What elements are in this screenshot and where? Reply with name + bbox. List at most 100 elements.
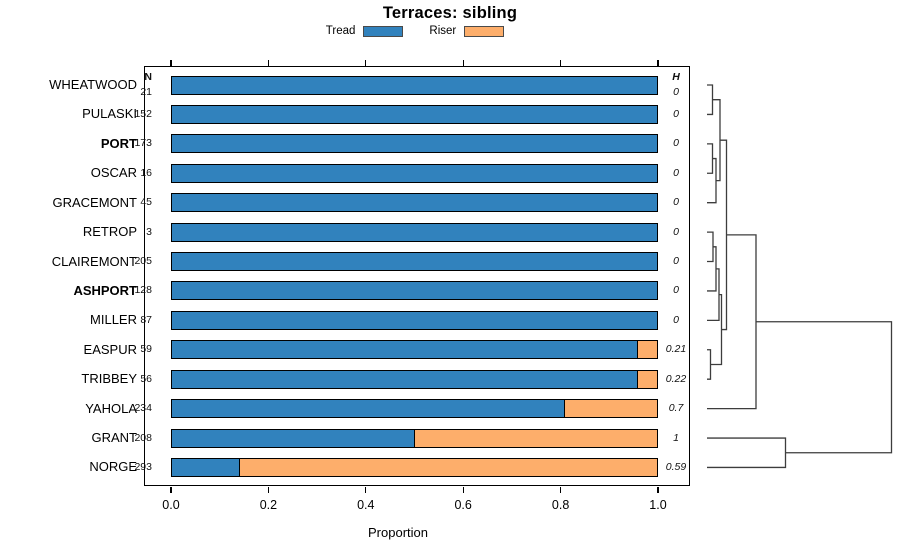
dendrogram-branch (710, 293, 723, 366)
bar-row (171, 369, 658, 389)
bar-row (171, 104, 658, 124)
site-label: EASPUR (83, 341, 137, 357)
h-value: 0.59 (665, 460, 687, 473)
dendrogram-branch (707, 234, 757, 410)
n-value: 56 (140, 372, 152, 385)
x-tick-label: 0.2 (259, 498, 278, 512)
dendrogram-branch (756, 321, 893, 454)
plot-frame (144, 66, 690, 486)
n-value: 128 (134, 284, 152, 297)
legend-item-riser: Riser (429, 25, 505, 37)
bar-row (171, 134, 658, 154)
bar-row (171, 222, 658, 242)
h-value: 0.21 (665, 343, 687, 356)
n-value: 21 (140, 85, 152, 98)
x-tick-label: 0.0 (162, 498, 180, 512)
site-label: ASHPORT (73, 282, 137, 298)
bar-segment-tread (172, 164, 657, 182)
x-tick-top (170, 59, 172, 66)
site-label: GRANT (91, 430, 138, 446)
h-value: 0 (673, 225, 679, 238)
x-tick-label: 1.0 (649, 498, 667, 512)
n-value: 3 (146, 225, 152, 238)
n-column-header: N (144, 71, 152, 83)
bar-segment-tread (172, 135, 657, 153)
site-label: OSCAR (90, 165, 137, 181)
bar-segment-tread (172, 370, 638, 388)
x-tick-bottom (462, 486, 464, 493)
bar-row (171, 252, 658, 272)
legend-label-tread: Tread (325, 25, 356, 37)
n-value: 152 (134, 107, 152, 120)
bar-row (171, 193, 658, 213)
h-value: 0 (673, 255, 679, 268)
dendrogram-branch (720, 139, 728, 331)
legend-label-riser: Riser (429, 25, 457, 37)
x-tick-bottom (559, 486, 562, 493)
x-tick-top (462, 59, 464, 66)
bar-segment-tread (172, 341, 638, 359)
bar-segment-tread (172, 105, 657, 123)
dendrogram-branch (707, 231, 714, 263)
dendrogram-branch (707, 143, 714, 174)
site-label: PORT (100, 135, 137, 151)
site-label: CLAIREMONT (51, 253, 137, 269)
n-value: 293 (134, 460, 152, 473)
site-label: PULASKI (82, 106, 137, 122)
legend-item-tread: Tread (326, 25, 404, 37)
n-value: 234 (134, 402, 152, 415)
x-tick-bottom (657, 486, 659, 493)
bar-segment-tread (172, 282, 657, 300)
legend: Tread Riser (240, 25, 590, 37)
x-tick-label: 0.6 (454, 498, 472, 512)
bar-segment-tread (172, 253, 657, 271)
h-column-header: H (672, 71, 680, 83)
h-value: 0.22 (665, 372, 687, 385)
site-label: WHEATWOOD (49, 77, 137, 92)
h-value: 0.7 (668, 402, 684, 415)
bar-row (171, 310, 658, 330)
x-tick-bottom (365, 486, 367, 493)
dendrogram-branch (707, 268, 720, 322)
n-value: 16 (140, 166, 152, 179)
chart-title: Terraces: sibling (382, 4, 518, 22)
h-value: 0 (673, 85, 679, 98)
x-tick-bottom (170, 486, 172, 493)
h-value: 0 (673, 196, 679, 209)
dendrogram-branch (712, 99, 721, 182)
dendrogram-branch (707, 84, 714, 116)
x-tick-label: 0.8 (551, 498, 570, 512)
bar-row (171, 281, 658, 301)
site-label: RETROP (82, 224, 137, 240)
bar-segment-tread (172, 458, 240, 476)
bar-row (171, 163, 658, 183)
bar-row (171, 340, 658, 360)
n-value: 59 (140, 343, 152, 356)
site-label: TRIBBEY (81, 371, 137, 387)
x-tick-top (657, 59, 659, 66)
bar-row (171, 75, 658, 95)
dendrogram-branch (707, 157, 717, 204)
n-value: 87 (140, 313, 152, 326)
dendrogram-branch (707, 246, 717, 292)
x-tick-bottom (267, 486, 270, 493)
dendrogram-branch (707, 349, 712, 380)
dendrogram-branch (707, 437, 787, 469)
h-value: 0 (673, 166, 679, 179)
h-value: 1 (673, 431, 679, 444)
bar-segment-tread (172, 76, 657, 94)
h-value: 0 (673, 137, 679, 150)
h-value: 0 (673, 284, 679, 297)
site-label: MILLER (90, 312, 137, 328)
x-tick-top (267, 59, 270, 66)
legend-swatch-riser (464, 25, 505, 37)
site-label: NORGE (89, 459, 137, 475)
x-tick-label: 0.4 (357, 498, 375, 512)
n-value: 205 (134, 255, 152, 268)
x-tick-top (365, 59, 367, 66)
n-value: 45 (140, 196, 152, 209)
site-label: YAHOLA (85, 400, 137, 416)
x-tick-top (559, 59, 562, 66)
x-axis-label: Proportion (368, 525, 428, 540)
